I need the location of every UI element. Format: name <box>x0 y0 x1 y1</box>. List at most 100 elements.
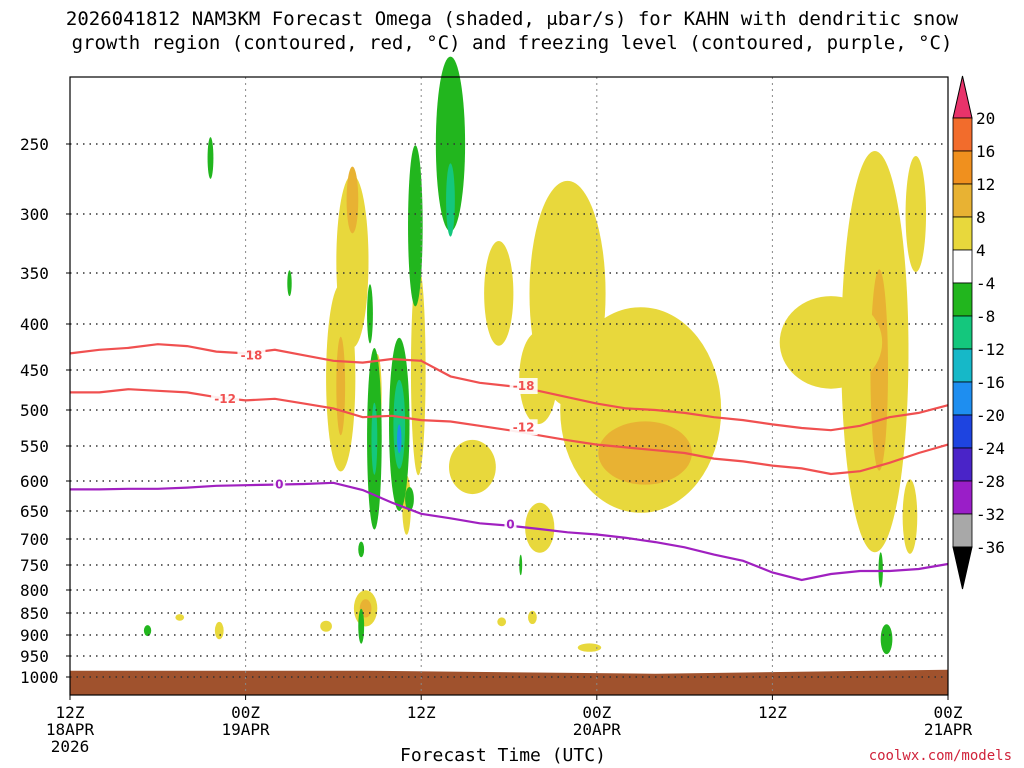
contour-label: 0 <box>275 478 283 492</box>
contour-label-bg <box>504 516 517 533</box>
colorbar-swatch <box>952 315 973 350</box>
y-tick-label: 450 <box>20 361 49 380</box>
colorbar-swatch <box>952 414 973 449</box>
omega-shade-region <box>358 608 365 644</box>
y-tick-label: 250 <box>20 135 49 154</box>
colorbar-swatch <box>952 513 973 548</box>
omega-shade-region <box>393 379 406 469</box>
y-tick-label: 500 <box>20 401 49 420</box>
omega-shade-region <box>214 621 224 640</box>
omega-shade-region <box>143 625 152 637</box>
omega-shade-region <box>336 336 346 436</box>
omega-shade-region <box>449 439 496 495</box>
omega-shade-region <box>346 166 359 234</box>
chart-title-line-2: growth region (contoured, red, °C) and f… <box>71 32 953 54</box>
colorbar-swatch <box>952 117 973 152</box>
y-tick-label: 600 <box>20 472 49 491</box>
omega-shade-region <box>446 163 455 237</box>
colorbar-label: 4 <box>976 241 986 260</box>
x-tick-date: 21APR <box>924 720 973 739</box>
y-tick-label: 300 <box>20 205 49 224</box>
omega-shade-region <box>287 270 292 297</box>
colorbar-label: 12 <box>976 175 995 194</box>
plot-frame <box>69 76 949 696</box>
y-tick-label: 750 <box>20 556 49 575</box>
colorbar-swatch <box>952 183 973 218</box>
contour-lines: -18 -18 -12 -12 0 0 <box>69 343 949 582</box>
y-tick-label: 400 <box>20 315 49 334</box>
omega-shade-region <box>577 643 602 652</box>
colorbar-swatch <box>952 282 973 317</box>
omega-shade-region <box>598 421 692 485</box>
colorbar-label: -4 <box>976 274 995 293</box>
x-tick-date: 18APR <box>46 720 95 739</box>
contour-label-bg <box>509 378 538 394</box>
omega-shade-region <box>410 264 426 476</box>
colorbar-label: -20 <box>976 406 1005 425</box>
omega-shade-region <box>497 617 507 627</box>
x-axis-label: Forecast Time (UTC) <box>400 745 606 766</box>
colorbar-swatch <box>952 216 973 251</box>
contour-label: -18 <box>241 348 263 362</box>
y-tick-label: 550 <box>20 437 49 456</box>
x-tick-label: 12Z <box>407 703 436 722</box>
omega-shade-region <box>519 554 523 576</box>
y-tick-label: 650 <box>20 502 49 521</box>
colorbar-label: -24 <box>976 439 1005 458</box>
chart-title-line-1: 2026041812 NAM3KM Forecast Omega (shaded… <box>65 8 959 30</box>
y-tick-label: 800 <box>20 581 49 600</box>
colorbar-label: -8 <box>976 307 995 326</box>
colorbar-swatch <box>952 447 973 482</box>
omega-shade-region <box>408 145 423 307</box>
x-tick-label: 12Z <box>56 703 85 722</box>
contour-label-bg <box>509 419 538 436</box>
contour-label-bg <box>237 347 266 364</box>
omega-shade-region <box>397 424 402 454</box>
omega-shade-region <box>519 331 558 425</box>
colorbar: 20 16 12 8 4 -4 -8 -12 -16 -20 -24 -28 -32 -36 <box>952 75 1005 590</box>
colorbar-label: 20 <box>976 109 995 128</box>
colorbar-arrow-bottom <box>952 546 973 590</box>
omega-shade-region <box>880 624 893 655</box>
y-tick-label: 950 <box>20 647 49 666</box>
colorbar-label: -36 <box>976 538 1005 557</box>
omega-shade-region <box>371 402 378 475</box>
colorbar-swatch <box>952 381 973 416</box>
omega-shade-region <box>484 241 514 346</box>
omega-shade-region <box>367 284 373 344</box>
omega-shade-region <box>358 541 365 558</box>
x-tick-date: 19APR <box>222 720 271 739</box>
omega-shade-region <box>320 620 332 632</box>
colorbar-swatch <box>952 150 973 185</box>
contour-line <box>69 343 949 432</box>
y-tick-label: 900 <box>20 626 49 645</box>
contour-label: -12 <box>513 420 535 434</box>
y-tick-label: 350 <box>20 264 49 283</box>
contour-label: 0 <box>506 517 514 531</box>
axes: 250 300 350 400 450 500 550 600 650 700 750 800 850 9… <box>20 76 973 756</box>
x-tick-label: 12Z <box>758 703 787 722</box>
colorbar-label: 8 <box>976 208 986 227</box>
x-tick-label: 00Z <box>934 703 963 722</box>
colorbar-label: 16 <box>976 142 995 161</box>
colorbar-label: -28 <box>976 472 1005 491</box>
ground-terrain <box>70 669 948 695</box>
colorbar-label: -12 <box>976 340 1005 359</box>
colorbar-label: -16 <box>976 373 1005 392</box>
colorbar-label: -32 <box>976 505 1005 524</box>
y-tick-label: 1000 <box>20 668 59 687</box>
colorbar-swatch <box>952 249 973 284</box>
contour-label: -12 <box>214 392 236 406</box>
omega-shade-region <box>902 479 918 554</box>
omega-shade-region <box>528 610 537 625</box>
omega-shade-region <box>435 56 466 232</box>
x-tick-label: 00Z <box>582 703 611 722</box>
colorbar-swatch <box>952 480 973 515</box>
contour-label-bg <box>273 476 286 493</box>
omega-shading <box>70 56 948 695</box>
contour-label: -18 <box>513 379 535 393</box>
omega-shade-region <box>207 137 214 179</box>
contour-label-bg <box>211 390 240 407</box>
colorbar-swatch <box>952 348 973 383</box>
